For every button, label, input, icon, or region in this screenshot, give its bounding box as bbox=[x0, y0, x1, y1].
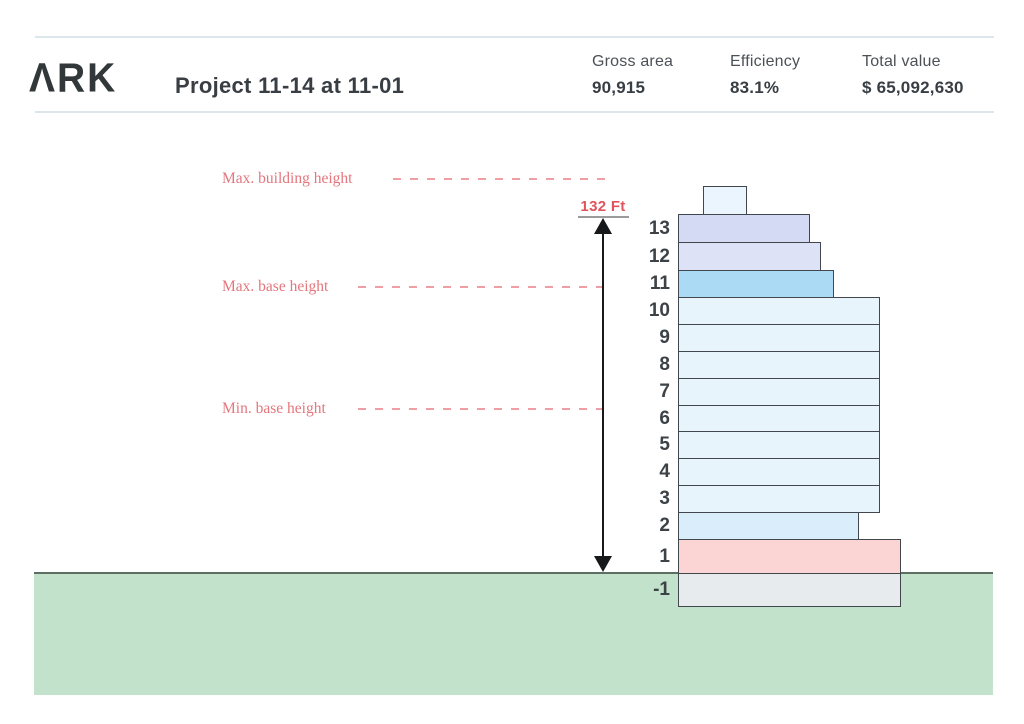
floor-label--1: -1 bbox=[653, 579, 670, 600]
floor-label-5: 5 bbox=[659, 434, 670, 455]
stat-label: Total value bbox=[862, 53, 941, 70]
height-arrow-line bbox=[602, 230, 604, 560]
floor-8 bbox=[678, 351, 880, 379]
floor-6 bbox=[678, 405, 880, 432]
floor-label-10: 10 bbox=[648, 300, 670, 321]
floor-7 bbox=[678, 378, 880, 406]
max-base-height-dash-line bbox=[358, 286, 604, 288]
stat-value: 83.1% bbox=[730, 78, 780, 97]
ark-logo: ΛRK bbox=[29, 56, 118, 101]
stat-efficiency: Efficiency 83.1% bbox=[730, 53, 860, 98]
floor-11 bbox=[678, 270, 834, 298]
floor-label-8: 8 bbox=[659, 354, 670, 375]
floor-label-6: 6 bbox=[659, 408, 670, 429]
header-bottom-rule bbox=[35, 111, 994, 113]
arrow-head-down bbox=[594, 556, 612, 572]
arrow-head-up bbox=[594, 218, 612, 234]
stat-label: Efficiency bbox=[730, 53, 801, 70]
stat-gross-area: Gross area 90,915 bbox=[592, 53, 722, 98]
floor-3 bbox=[678, 485, 880, 513]
floor-9 bbox=[678, 324, 880, 352]
floor-5 bbox=[678, 431, 880, 459]
floor-label-3: 3 bbox=[659, 488, 670, 509]
floor-label-2: 2 bbox=[659, 515, 670, 536]
floor-label-4: 4 bbox=[659, 461, 670, 482]
max-base-height-label: Max. base height bbox=[222, 278, 329, 295]
height-marker-underline bbox=[578, 216, 629, 218]
min-base-height-dash-line bbox=[358, 408, 604, 410]
min-base-height-label: Min. base height bbox=[222, 400, 326, 417]
floor-label-13: 13 bbox=[648, 218, 670, 239]
max-building-height-dash-line bbox=[393, 178, 612, 180]
floor-label-9: 9 bbox=[659, 327, 670, 348]
floor-label-1: 1 bbox=[659, 546, 670, 567]
floor-label-11: 11 bbox=[649, 273, 670, 294]
floor-label-7: 7 bbox=[659, 381, 670, 402]
floor--1 bbox=[678, 573, 901, 607]
floor-12 bbox=[678, 242, 821, 271]
stat-total-value: Total value $ 65,092,630 bbox=[862, 53, 992, 98]
stat-label: Gross area bbox=[592, 53, 674, 70]
rooftop-box bbox=[703, 186, 747, 215]
project-title: Project 11-14 at 11-01 bbox=[175, 73, 405, 98]
floor-4 bbox=[678, 458, 880, 486]
floor-10 bbox=[678, 297, 880, 325]
height-marker-label: 132 Ft bbox=[580, 198, 626, 215]
floor-label-12: 12 bbox=[648, 246, 670, 267]
stat-value: $ 65,092,630 bbox=[862, 78, 964, 97]
floor-1 bbox=[678, 539, 901, 574]
floor-13 bbox=[678, 214, 810, 243]
floor-2 bbox=[678, 512, 859, 540]
header-top-rule bbox=[35, 36, 994, 38]
max-building-height-label: Max. building height bbox=[222, 170, 353, 187]
stat-value: 90,915 bbox=[592, 78, 646, 97]
